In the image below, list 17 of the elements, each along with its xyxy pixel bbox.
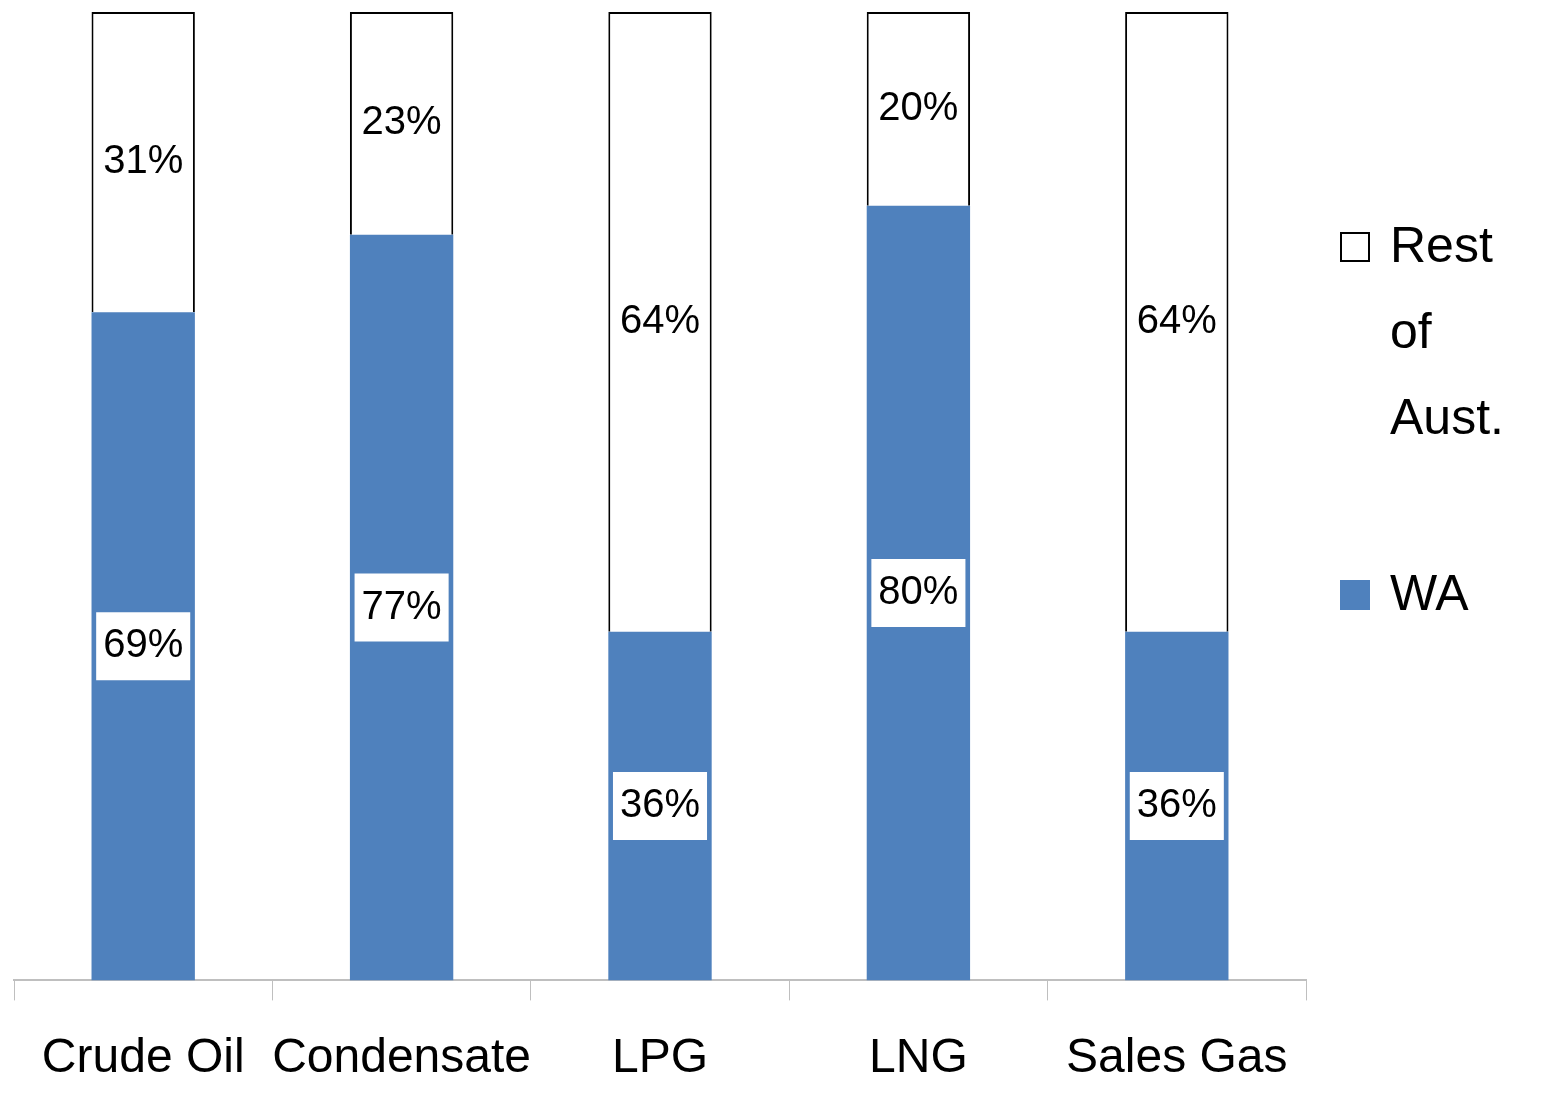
x-tick-label: Sales Gas	[1066, 1029, 1288, 1083]
data-label: 23%	[361, 98, 442, 143]
data-label: 36%	[1136, 781, 1217, 826]
data-label: 36%	[619, 781, 701, 826]
x-tick-label: Crude Oil	[41, 1029, 245, 1083]
data-label: 64%	[619, 296, 701, 341]
data-label: 64%	[1136, 296, 1217, 341]
x-tick-label: LNG	[869, 1029, 968, 1083]
data-label: 20%	[878, 83, 959, 128]
x-tick-label: Condensate	[272, 1029, 532, 1083]
data-label: 80%	[878, 568, 959, 613]
data-label: 69%	[103, 621, 184, 666]
text: Rest of Aust.	[1390, 216, 1505, 447]
data-label: 31%	[103, 137, 184, 182]
legend-label: WA	[1390, 564, 1470, 623]
data-label: 77%	[361, 582, 442, 627]
x-tick-label: LPG	[611, 1029, 709, 1083]
